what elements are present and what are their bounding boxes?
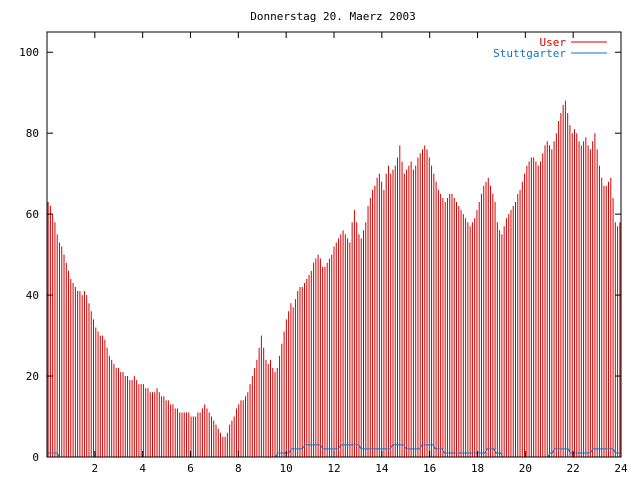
x-tick-label: 20 bbox=[519, 462, 532, 475]
x-tick-label: 16 bbox=[423, 462, 436, 475]
legend-label-user: User bbox=[540, 36, 567, 49]
x-tick-label: 8 bbox=[235, 462, 242, 475]
x-tick-label: 2 bbox=[92, 462, 99, 475]
x-tick-label: 22 bbox=[567, 462, 580, 475]
x-tick-label: 24 bbox=[614, 462, 628, 475]
x-tick-label: 14 bbox=[375, 462, 389, 475]
user-series-bars bbox=[47, 100, 621, 457]
y-tick-label: 20 bbox=[26, 370, 39, 383]
x-tick-label: 18 bbox=[471, 462, 484, 475]
y-tick-label: 40 bbox=[26, 289, 39, 302]
y-tick-label: 0 bbox=[32, 451, 39, 464]
y-tick-label: 80 bbox=[26, 127, 39, 140]
legend-label-stuttgarter: Stuttgarter bbox=[493, 47, 566, 60]
plot-frame bbox=[46, 31, 622, 458]
x-tick-label: 12 bbox=[327, 462, 340, 475]
chart-title: Donnerstag 20. Maerz 2003 bbox=[250, 10, 416, 23]
x-tick-label: 10 bbox=[280, 462, 293, 475]
y-tick-label: 60 bbox=[26, 208, 39, 221]
y-tick-label: 100 bbox=[19, 46, 39, 59]
x-tick-label: 6 bbox=[187, 462, 194, 475]
x-tick-label: 4 bbox=[139, 462, 146, 475]
